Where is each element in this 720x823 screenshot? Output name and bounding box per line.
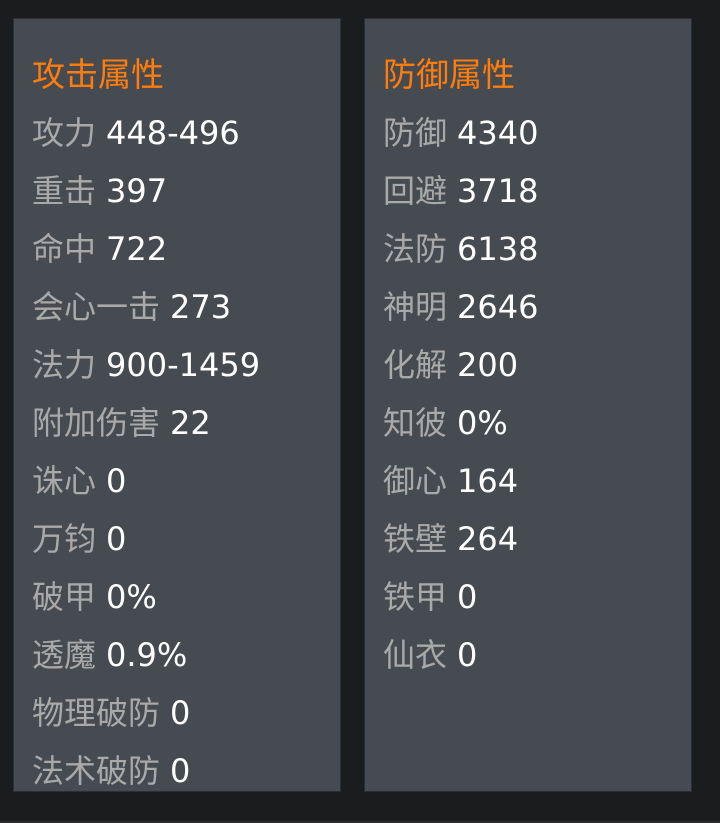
- bottom-divider: [0, 821, 720, 823]
- stat-value: 0: [170, 752, 191, 790]
- attack-stat-row: 万钧 0: [32, 519, 260, 577]
- stat-value: 164: [457, 462, 519, 500]
- stat-label: 附加伤害: [32, 404, 161, 442]
- stat-value: 0: [106, 462, 127, 500]
- stat-value: 722: [106, 230, 168, 268]
- stat-label: 化解: [383, 346, 448, 384]
- attack-stat-row: 附加伤害 22: [32, 403, 260, 461]
- stat-value: 6138: [457, 230, 539, 268]
- stat-label: 重击: [32, 172, 97, 210]
- attack-stat-row: 物理破防 0: [32, 693, 260, 751]
- defense-stats-list: 防御 4340 回避 3718 法防 6138 神明 2646 化解 200 知彼 0% 御心 164 铁壁…: [383, 113, 538, 693]
- stat-label: 会心一击: [32, 288, 161, 326]
- stat-value: 0: [170, 694, 191, 732]
- defense-stat-row: 防御 4340: [383, 113, 538, 171]
- stat-label: 诛心: [32, 462, 97, 500]
- stat-label: 仙衣: [383, 636, 448, 674]
- defense-stat-row: 仙衣 0: [383, 635, 538, 693]
- attack-stat-row: 破甲 0%: [32, 577, 260, 635]
- stat-label: 法术破防: [32, 752, 161, 790]
- stat-label: 透魔: [32, 636, 97, 674]
- stat-value: 900-1459: [106, 346, 261, 384]
- attack-stat-row: 攻力 448-496: [32, 113, 260, 171]
- stat-label: 破甲: [32, 578, 97, 616]
- stat-label: 知彼: [383, 404, 448, 442]
- attack-stat-row: 命中 722: [32, 229, 260, 287]
- stat-value: 3718: [457, 172, 539, 210]
- attack-stats-title: 攻击属性: [32, 55, 164, 94]
- attack-stats-list: 攻力 448-496 重击 397 命中 722 会心一击 273 法力 900-1459 附加伤害…: [32, 113, 260, 809]
- stat-value: 0%: [106, 578, 157, 616]
- stat-value: 0%: [457, 404, 508, 442]
- stat-value: 4340: [457, 114, 539, 152]
- stat-value: 0.9%: [106, 636, 188, 674]
- defense-stat-row: 知彼 0%: [383, 403, 538, 461]
- defense-stats-panel: 防御属性 防御 4340 回避 3718 法防 6138 神明 2646 化解 200 知彼 0% 御心…: [364, 18, 692, 792]
- attack-stat-row: 法术破防 0: [32, 751, 260, 809]
- stat-label: 万钧: [32, 520, 97, 558]
- defense-stat-row: 铁甲 0: [383, 577, 538, 635]
- defense-stat-row: 御心 164: [383, 461, 538, 519]
- attack-stat-row: 会心一击 273: [32, 287, 260, 345]
- stat-label: 命中: [32, 230, 97, 268]
- stat-label: 铁甲: [383, 578, 448, 616]
- stat-value: 0: [106, 520, 127, 558]
- defense-stat-row: 回避 3718: [383, 171, 538, 229]
- defense-stat-row: 化解 200: [383, 345, 538, 403]
- attack-stat-row: 诛心 0: [32, 461, 260, 519]
- stat-value: 448-496: [106, 114, 240, 152]
- defense-stat-row: 神明 2646: [383, 287, 538, 345]
- stat-label: 防御: [383, 114, 448, 152]
- defense-stat-row: 铁壁 264: [383, 519, 538, 577]
- stat-value: 2646: [457, 288, 539, 326]
- stat-value: 273: [170, 288, 232, 326]
- stat-label: 法力: [32, 346, 97, 384]
- stat-value: 0: [457, 578, 478, 616]
- stat-value: 397: [106, 172, 168, 210]
- stat-label: 神明: [383, 288, 448, 326]
- stat-value: 0: [457, 636, 478, 674]
- attack-stat-row: 重击 397: [32, 171, 260, 229]
- attack-stats-panel: 攻击属性 攻力 448-496 重击 397 命中 722 会心一击 273 法力 900-145…: [13, 18, 341, 792]
- stat-label: 物理破防: [32, 694, 161, 732]
- attack-stat-row: 法力 900-1459: [32, 345, 260, 403]
- stat-value: 264: [457, 520, 519, 558]
- stat-label: 御心: [383, 462, 448, 500]
- stat-label: 法防: [383, 230, 448, 268]
- defense-stats-title: 防御属性: [383, 55, 515, 94]
- defense-stat-row: 法防 6138: [383, 229, 538, 287]
- stat-label: 铁壁: [383, 520, 448, 558]
- stat-label: 攻力: [32, 114, 97, 152]
- stat-value: 200: [457, 346, 519, 384]
- stat-label: 回避: [383, 172, 448, 210]
- attack-stat-row: 透魔 0.9%: [32, 635, 260, 693]
- stat-value: 22: [170, 404, 211, 442]
